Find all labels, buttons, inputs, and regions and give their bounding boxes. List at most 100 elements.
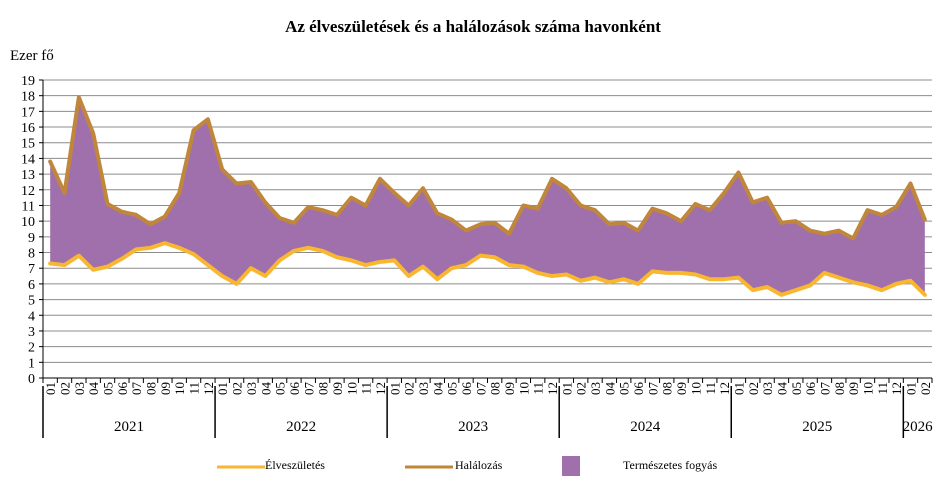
y-tick-label: 9 (28, 231, 35, 246)
x-month-label: 11 (531, 382, 546, 395)
x-month-label: 07 (645, 382, 660, 396)
x-month-label: 04 (602, 382, 617, 396)
x-month-label: 11 (875, 382, 890, 395)
x-year-label: 2025 (802, 419, 832, 435)
x-month-label: 09 (674, 382, 689, 395)
natural-decrease-area-layer (50, 97, 925, 295)
x-year-label: 2024 (630, 419, 661, 435)
x-month-label: 01 (903, 382, 918, 395)
x-month-label: 10 (860, 382, 875, 395)
legend-label-deaths: Halálozás (455, 458, 503, 472)
x-month-label: 12 (717, 382, 732, 395)
x-month-label: 02 (574, 382, 589, 395)
x-month-label: 11 (187, 382, 202, 395)
legend-rect-natural-decrease (562, 456, 580, 476)
legend-swatch-births (217, 465, 265, 469)
y-tick-label: 16 (21, 121, 35, 136)
x-month-label: 10 (172, 382, 187, 395)
x-month-label: 07 (129, 382, 144, 396)
x-month-label: 05 (273, 382, 288, 395)
x-month-label: 12 (889, 382, 904, 395)
y-tick-label: 19 (21, 74, 35, 89)
y-axis-unit-label: Ezer fő (10, 48, 54, 64)
x-month-label: 08 (660, 382, 675, 395)
x-month-label: 09 (330, 382, 345, 395)
natural-decrease-area (50, 97, 925, 295)
x-month-label: 01 (559, 382, 574, 395)
x-month-label: 06 (115, 382, 130, 396)
y-tick-label: 18 (21, 90, 35, 105)
x-month-label: 07 (473, 382, 488, 396)
y-tick-label: 0 (28, 372, 35, 387)
x-month-label: 12 (373, 382, 388, 395)
series-lines (48, 95, 927, 297)
x-month-label: 02 (402, 382, 417, 395)
y-tick-label: 3 (28, 325, 35, 340)
x-month-label: 10 (688, 382, 703, 395)
x-month-label: 08 (488, 382, 503, 395)
x-month-label: 04 (430, 382, 445, 396)
x-month-label: 05 (617, 382, 632, 395)
x-month-label: 12 (545, 382, 560, 395)
x-month-label: 02 (58, 382, 73, 395)
legend-item-natural-decrease: Természetes fogyás (562, 456, 782, 476)
x-month-label: 05 (445, 382, 460, 395)
x-year-label: 2026 (903, 419, 934, 435)
x-month-label: 07 (817, 382, 832, 396)
x-month-label: 05 (101, 382, 116, 395)
x-month-label: 05 (789, 382, 804, 395)
x-year-label: 2023 (458, 419, 488, 435)
x-month-label: 12 (201, 382, 216, 395)
x-month-label: 09 (158, 382, 173, 395)
chart-title: Az élveszületések és a halálozások száma… (285, 17, 661, 36)
legend-swatch-natural-decrease (562, 456, 580, 476)
x-month-label: 09 (846, 382, 861, 395)
x-month-label: 09 (502, 382, 517, 395)
y-tick-label: 7 (28, 262, 35, 277)
y-tick-label: 14 (21, 152, 35, 167)
y-tick-label: 8 (28, 247, 35, 262)
x-year-label: 2021 (114, 419, 144, 435)
y-tick-label: 2 (28, 341, 35, 356)
x-year-label: 2022 (286, 419, 316, 435)
x-month-label: 03 (760, 382, 775, 395)
x-month-label: 06 (631, 382, 646, 396)
x-month-label: 10 (344, 382, 359, 395)
x-month-label: 03 (244, 382, 259, 395)
x-month-label: 03 (416, 382, 431, 395)
x-month-label: 01 (215, 382, 230, 395)
x-month-label: 02 (230, 382, 245, 395)
y-tick-label: 12 (21, 184, 35, 199)
x-month-label: 11 (703, 382, 718, 395)
x-month-label: 11 (359, 382, 374, 395)
births-line (48, 241, 927, 297)
x-month-label: 02 (746, 382, 761, 395)
x-month-label: 02 (918, 382, 933, 395)
y-tick-label: 17 (21, 105, 35, 120)
y-tick-label: 5 (28, 294, 35, 309)
x-month-label: 04 (774, 382, 789, 396)
y-tick-label: 10 (21, 215, 35, 230)
x-month-label: 04 (86, 382, 101, 396)
x-month-label: 07 (301, 382, 316, 396)
x-month-label: 06 (287, 382, 302, 396)
y-tick-label: 4 (28, 309, 35, 324)
x-month-label: 01 (731, 382, 746, 395)
legend-label-births: Élveszületés (265, 458, 325, 472)
x-month-label: 08 (316, 382, 331, 395)
x-month-label: 01 (43, 382, 58, 395)
x-month-label: 03 (588, 382, 603, 395)
y-tick-label: 11 (22, 199, 35, 214)
x-month-label: 06 (459, 382, 474, 396)
x-month-label: 08 (832, 382, 847, 395)
x-month-label: 04 (258, 382, 273, 396)
legend-swatch-deaths (405, 465, 453, 469)
x-month-label: 06 (803, 382, 818, 396)
x-month-label: 03 (72, 382, 87, 395)
legend-item-deaths: Halálozás (405, 458, 565, 476)
y-tick-label: 1 (28, 356, 35, 371)
y-tick-label: 15 (21, 137, 35, 152)
legend-item-births: Élveszületés (217, 458, 377, 476)
